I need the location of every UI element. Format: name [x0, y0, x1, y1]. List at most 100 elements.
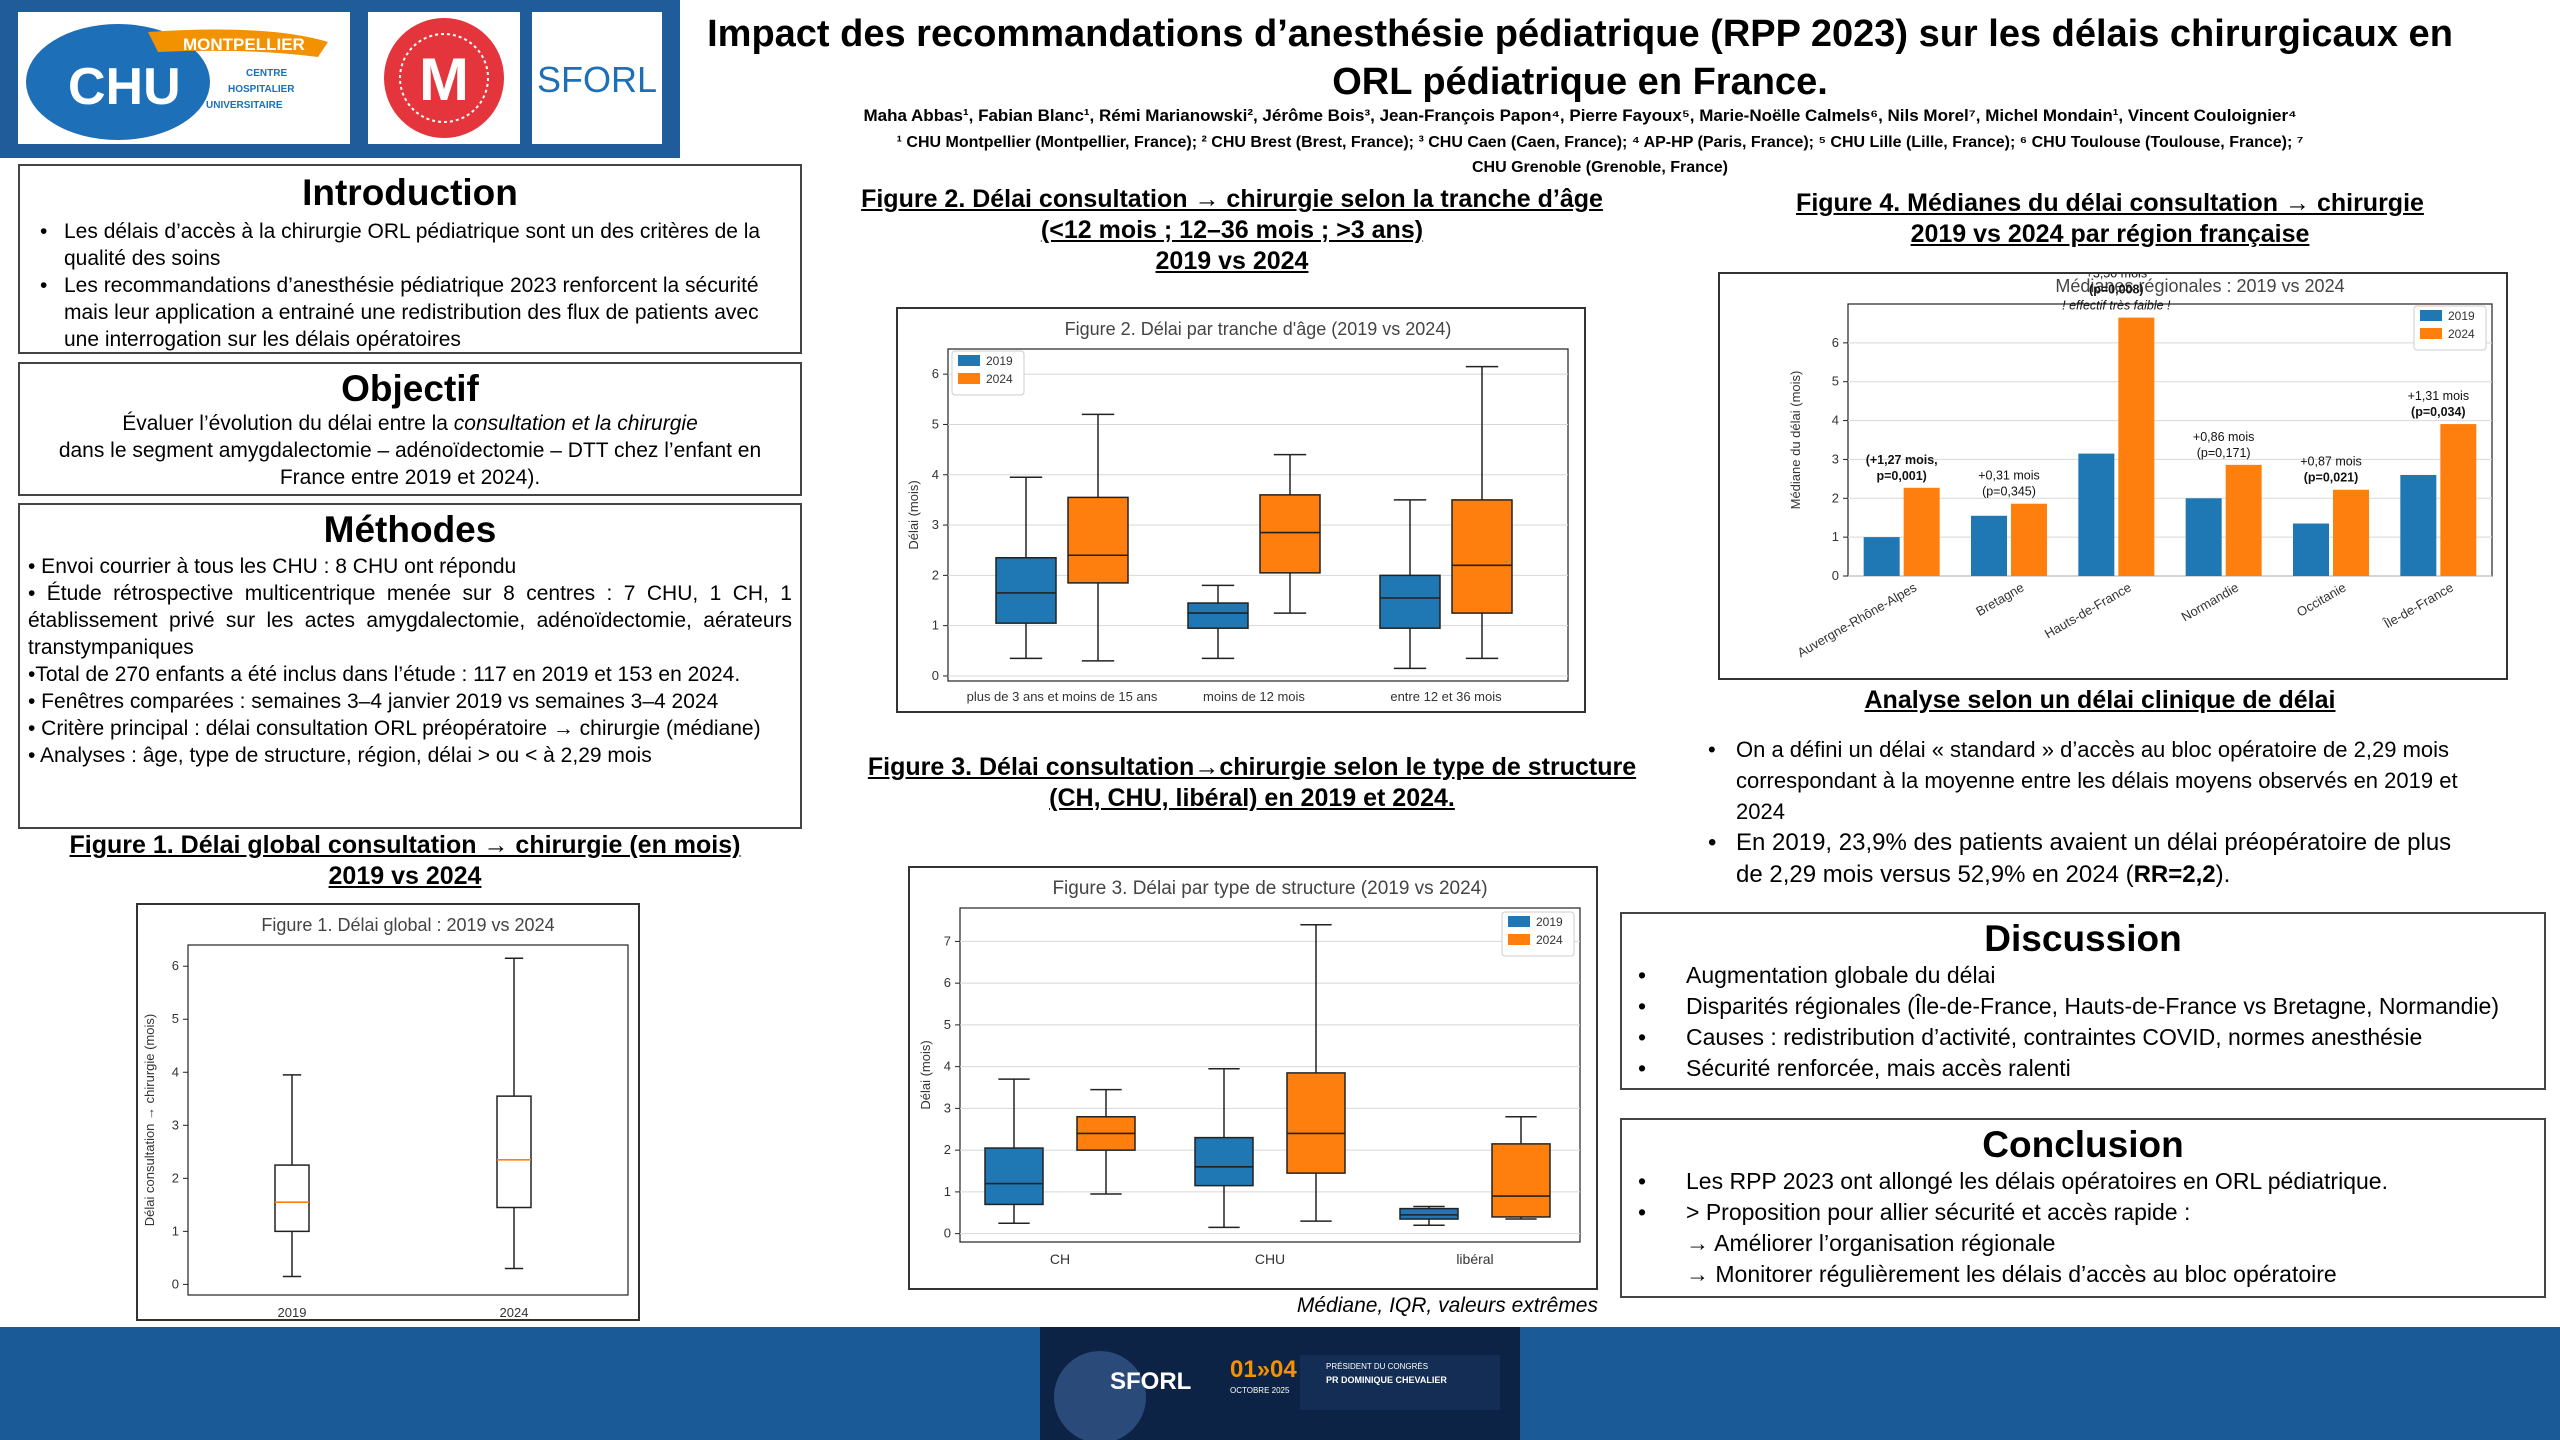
y-tick-label: 7 [944, 933, 951, 948]
box-2019-2-box [1379, 574, 1441, 629]
analyse-item: On a défini un délai « standard » d’accè… [1700, 734, 2480, 827]
bar-annotation: (p=0,345) [1982, 485, 2036, 499]
x-tick-label: 2019 [278, 1305, 307, 1319]
conclusion-subitem: → Améliorer l’organisation régionale [1686, 1230, 2056, 1256]
box-2019-2-box [1399, 1207, 1459, 1220]
congress-president-label: PRÉSIDENT DU CONGRÈS [1326, 1362, 1428, 1371]
box-2019-0-box [995, 557, 1057, 624]
y-tick-label: 4 [1832, 413, 1839, 428]
y-tick-label: 6 [172, 958, 179, 973]
figure-3-caption-line-2: (CH, CHU, libéral) en 2019 et 2024. [1049, 784, 1455, 812]
x-tick-label: Île-de-France [2381, 580, 2456, 632]
legend-swatch-2024 [2420, 328, 2442, 339]
y-axis-label: Médiane du délai (mois) [1788, 371, 1803, 510]
bar-annotation: +3,50 mois [2086, 274, 2148, 281]
box-2019-1-box [1187, 602, 1249, 629]
figure-2-caption-line-1: Figure 2. Délai consultation → chirurgie… [861, 185, 1603, 213]
chart-title: Figure 2. Délai par tranche d'âge (2019 … [1065, 319, 1452, 339]
legend-label-2024: 2024 [1536, 933, 1563, 947]
legend-label-2019: 2019 [2448, 309, 2475, 323]
y-tick-label: 2 [932, 567, 939, 582]
y-axis-label: Délai (mois) [906, 480, 921, 549]
introduction-list: Les délais d’accès à la chirurgie ORL pé… [32, 218, 788, 353]
y-tick-label: 4 [932, 467, 939, 482]
figure-2-caption: Figure 2. Délai consultation → chirurgie… [812, 184, 1652, 277]
legend-label-2019: 2019 [986, 354, 1013, 368]
box-2024-2-box [1491, 1143, 1551, 1218]
university-logo: M [368, 12, 520, 144]
bar-2024 [1903, 487, 1940, 576]
chu-logo-line4: UNIVERSITAIRE [206, 100, 283, 111]
y-tick-label: 6 [932, 366, 939, 381]
bar-annotation: +0,31 mois [1978, 469, 2040, 483]
analyse-heading: Analyse selon un délai clinique de délai [1864, 686, 2336, 714]
affiliations-line-1: ¹ CHU Montpellier (Montpellier, France);… [896, 134, 2304, 151]
methodes-item: • Fenêtres comparées : semaines 3–4 janv… [28, 690, 719, 713]
plot-area [947, 348, 1569, 682]
discussion-item: Disparités régionales (Île-de-France, Ha… [1630, 991, 2536, 1022]
methodes-list: • Envoi courrier à tous les CHU : 8 CHU … [28, 553, 792, 769]
discussion-item: Causes : redistribution d’activité, cont… [1630, 1022, 2536, 1053]
figure-1-frame: 0 1 2 3 4 5 6 Figure 1. Délai global : 2019 vs … [136, 903, 640, 1321]
bar-2019 [1863, 537, 1900, 576]
x-tick-label: plus de 3 ans et moins de 15 ans [967, 689, 1158, 704]
y-tick-label: 0 [932, 668, 939, 683]
methodes-item: • Envoi courrier à tous les CHU : 8 CHU … [28, 555, 517, 578]
discussion-item: Augmentation globale du délai [1630, 960, 2536, 991]
chart-title: Médianes régionales : 2019 vs 2024 [2055, 276, 2344, 296]
introduction-item: Les délais d’accès à la chirurgie ORL pé… [32, 218, 788, 272]
logo-band: CHU MONTPELLIER CENTRE HOSPITALIER UNIVE… [0, 0, 680, 158]
bar-annotation: p=0,001) [1876, 469, 1926, 483]
congress-banner: SFORL 01»04 OCTOBRE 2025 PRÉSIDENT DU CO… [1040, 1327, 1520, 1440]
y-tick-label: 3 [944, 1100, 951, 1115]
figure-2-caption-line-3: 2019 vs 2024 [1155, 247, 1309, 275]
figure-4-caption: Figure 4. Médianes du délai consultation… [1700, 188, 2520, 250]
poster-title: Impact des recommandations d’anesthésie … [700, 10, 2460, 106]
methodes-box: Méthodes • Envoi courrier à tous les CHU… [18, 503, 802, 829]
box-2024-1-box [1286, 1072, 1346, 1174]
figure-1-chart: 0 1 2 3 4 5 6 Figure 1. Délai global : 2019 vs … [142, 915, 629, 1319]
legend-swatch-2019 [1508, 916, 1530, 927]
legend-swatch-2019 [2420, 310, 2442, 321]
y-tick-label: 0 [944, 1226, 951, 1241]
y-tick-label: 5 [932, 416, 939, 431]
methodes-item: • Critère principal : délai consultation… [28, 717, 761, 740]
bar-2019 [2400, 474, 2437, 576]
legend-label-2024: 2024 [2448, 327, 2475, 341]
y-tick-label: 4 [172, 1064, 179, 1079]
conclusion-item: > Proposition pour allier sécurité et ac… [1630, 1197, 2536, 1228]
chu-logo-line3: HOSPITALIER [228, 84, 295, 95]
x-tick-label: Hauts-de-France [2042, 580, 2134, 642]
congress-name: SFORL [1110, 1368, 1191, 1395]
figure-2-frame: 0 1 2 3 4 5 6 Figure 2. Délai par tranche d'âge… [896, 307, 1586, 713]
bar-annotation: (p=0,008) [2089, 283, 2144, 297]
figure-4-caption-line-2: 2019 vs 2024 par région française [1910, 220, 2310, 248]
x-tick-label: Auvergne-Rhône-Alpes [1795, 579, 1920, 660]
bar-2024 [2440, 424, 2477, 576]
objectif-box: Objectif Évaluer l’évolution du délai en… [18, 362, 802, 496]
methodes-item: •Total de 270 enfants a été inclus dans … [28, 663, 741, 686]
objectif-text-end: dans le segment amygdalectomie – adénoïd… [58, 439, 762, 489]
y-tick-label: 1 [932, 618, 939, 633]
bar-annotation: +0,86 mois [2193, 430, 2255, 444]
objectif-text-emphasis: consultation et la chirurgie [453, 412, 698, 435]
bar-annotation: ! effectif très faible ! [2062, 299, 2171, 313]
analyse-list: On a défini un délai « standard » d’accè… [1700, 734, 2480, 891]
chart-title: Figure 3. Délai par type de structure (2… [1052, 878, 1487, 899]
plot-area [1847, 303, 2493, 577]
bar-2024 [2118, 317, 2155, 576]
figure-3-chart: 0 1 2 3 4 5 6 7 Figure 3. Délai par type de stru… [918, 878, 1581, 1267]
congress-president-name: PR DOMINIQUE CHEVALIER [1326, 1375, 1447, 1385]
y-tick-label: 6 [944, 975, 951, 990]
y-tick-label: 3 [172, 1117, 179, 1132]
bar-2019 [2185, 498, 2222, 576]
legend-swatch-2024 [1508, 934, 1530, 945]
bar-annotation: (p=0,034) [2411, 405, 2466, 419]
conclusion-list: Les RPP 2023 ont allongé les délais opér… [1630, 1166, 2536, 1228]
legend-label-2019: 2019 [1536, 915, 1563, 929]
bar-annotation: (+1,27 mois, [1866, 453, 1938, 467]
figure-1-caption-line-1: Figure 1. Délai global consultation → ch… [69, 831, 741, 859]
bar-2024 [2225, 464, 2262, 576]
chu-logo-text: CHU [68, 58, 181, 116]
bar-2024 [2011, 503, 2047, 576]
